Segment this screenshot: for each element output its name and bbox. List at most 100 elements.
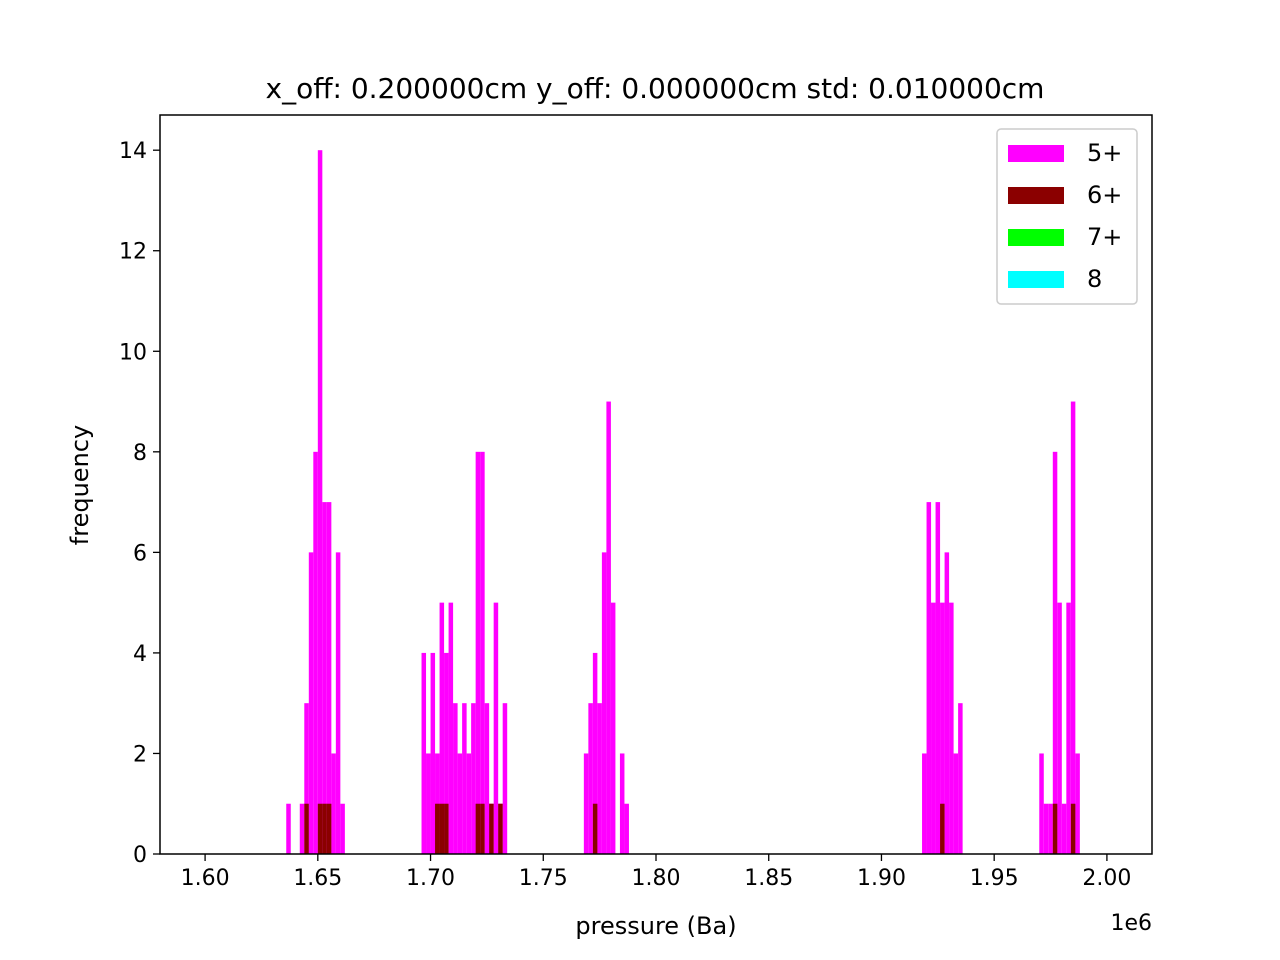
bar-5plus-20: [462, 703, 467, 854]
bar-5plus-35: [606, 401, 611, 854]
bar-5plus-24: [480, 451, 485, 854]
bar-5plus-55: [1070, 401, 1076, 854]
bar-5plus-31: [588, 703, 593, 854]
bar-5plus-1: [299, 803, 305, 854]
bar-6plus-5: [439, 803, 445, 854]
bar-5plus-50: [1048, 803, 1053, 854]
bar-6plus-0: [304, 803, 309, 854]
x-tick-label: 1.85: [744, 866, 793, 891]
bar-5plus-11: [421, 652, 427, 854]
x-tick-label: 1.95: [970, 866, 1019, 891]
y-tick-label: 10: [119, 340, 147, 365]
legend-label: 5+: [1087, 139, 1122, 167]
bar-6plus-7: [475, 803, 481, 854]
x-axis: 1.60 1.65 1.70 1.75 1.80 1.85 1.90 1.95 2.00: [181, 854, 1131, 891]
bar-6plus-9: [489, 803, 494, 854]
bar-6plus-13: [1052, 803, 1058, 854]
x-tick-label: 1.80: [632, 866, 681, 891]
bar-5plus-4: [313, 451, 318, 854]
bar-6plus-11: [592, 803, 598, 854]
x-tick-label: 1.90: [857, 866, 906, 891]
y-tick-label: 14: [119, 139, 147, 164]
bar-5plus-42: [935, 502, 941, 854]
bar-5plus-15: [439, 602, 445, 854]
bar-6plus-3: [326, 803, 332, 854]
histogram-bars: [286, 150, 1080, 854]
x-axis-label: pressure (Ba): [575, 912, 736, 940]
bar-6plus-1: [317, 803, 323, 854]
bar-5plus-25: [484, 703, 490, 854]
legend-swatch: [1008, 271, 1064, 288]
bar-5plus-47: [958, 703, 963, 854]
bar-5plus-7: [326, 502, 332, 854]
x-tick-label: 2.00: [1082, 866, 1131, 891]
bar-5plus-51: [1052, 451, 1058, 854]
bar-5plus-10: [340, 803, 345, 854]
bar-5plus-23: [475, 451, 481, 854]
bar-5plus-37: [619, 753, 625, 854]
bar-5plus-48: [1039, 753, 1044, 854]
chart-title: x_off: 0.200000cm y_off: 0.000000cm std:…: [266, 72, 1045, 105]
y-tick-label: 12: [119, 240, 147, 265]
bar-5plus-5: [317, 150, 323, 854]
bar-5plus-34: [601, 552, 607, 854]
bar-5plus-30: [583, 753, 589, 854]
bar-6plus-4: [435, 803, 440, 854]
legend: 5+ 6+ 7+ 8: [996, 128, 1138, 305]
legend-swatch: [1008, 229, 1064, 246]
bar-5plus-6: [322, 502, 327, 854]
legend-swatch: [1008, 187, 1064, 204]
bar-6plus-8: [480, 803, 485, 854]
y-axis: 0 2 4 6 8 10 12 14: [119, 139, 160, 868]
bar-5plus-2: [304, 703, 309, 854]
bar-5plus-39: [922, 753, 927, 854]
y-tick-label: 8: [133, 441, 147, 466]
bar-5plus-41: [931, 602, 936, 854]
bar-5plus-22: [471, 703, 476, 854]
bar-5plus-12: [426, 753, 431, 854]
bar-5plus-18: [453, 703, 458, 854]
x-tick-label: 1.65: [293, 866, 342, 891]
bar-6plus-2: [322, 803, 327, 854]
bar-5plus-0: [286, 803, 291, 854]
bar-5plus-21: [466, 753, 472, 854]
bar-5plus-19: [457, 753, 463, 854]
bar-5plus-33: [597, 703, 602, 854]
x-tick-label: 1.70: [406, 866, 455, 891]
bar-5plus-56: [1075, 753, 1080, 854]
bar-5plus-27: [493, 602, 499, 854]
bar-5plus-32: [592, 652, 598, 854]
legend-label: 6+: [1087, 181, 1122, 209]
legend-frame: [996, 128, 1138, 305]
y-tick-label: 6: [133, 541, 147, 566]
y-tick-label: 0: [133, 843, 147, 868]
y-tick-label: 4: [133, 642, 147, 667]
bar-5plus-52: [1057, 602, 1062, 854]
bar-5plus-43: [940, 602, 945, 854]
bar-5plus-54: [1066, 602, 1071, 854]
bar-5plus-9: [335, 552, 341, 854]
bar-5plus-45: [949, 602, 954, 854]
bar-5plus-36: [610, 602, 616, 854]
bar-6plus-14: [1070, 803, 1076, 854]
x-axis-offset-label: 1e6: [1110, 911, 1152, 936]
legend-swatch: [1008, 145, 1064, 162]
bar-5plus-29: [502, 703, 508, 854]
y-tick-label: 2: [133, 742, 147, 767]
x-tick-label: 1.60: [181, 866, 230, 891]
bar-5plus-3: [308, 552, 314, 854]
bar-5plus-17: [448, 602, 454, 854]
bar-5plus-13: [430, 652, 436, 854]
bar-6plus-12: [940, 803, 945, 854]
bar-5plus-53: [1061, 803, 1067, 854]
bar-5plus-44: [944, 552, 950, 854]
bar-5plus-38: [624, 803, 629, 854]
y-axis-label: frequency: [66, 425, 94, 545]
bar-5plus-40: [926, 502, 932, 854]
x-tick-label: 1.75: [519, 866, 568, 891]
legend-label: 8: [1087, 265, 1102, 293]
bar-5plus-16: [444, 652, 449, 854]
legend-label: 7+: [1087, 223, 1122, 251]
bar-5plus-49: [1043, 803, 1049, 854]
